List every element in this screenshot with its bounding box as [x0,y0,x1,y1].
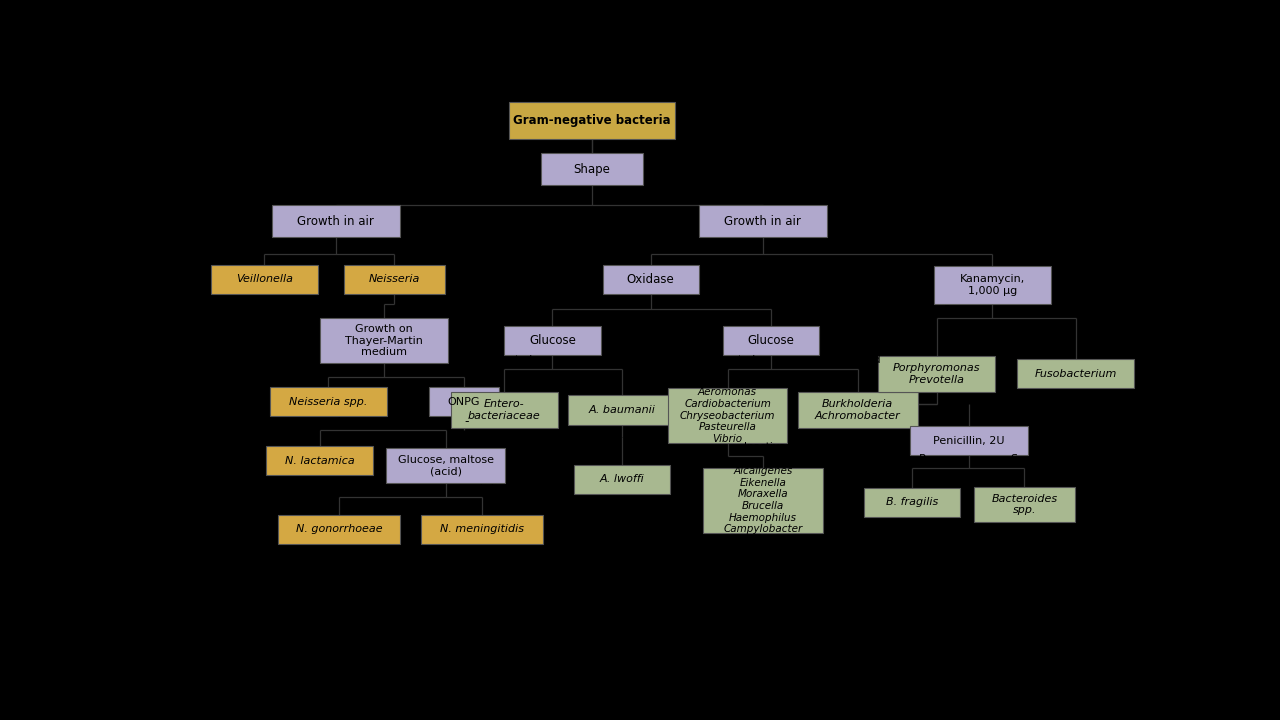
Text: Entero-
bacteriaceae: Entero- bacteriaceae [468,399,540,420]
Text: Oxidized: Oxidized [835,355,881,365]
Text: N. lactamica: N. lactamica [285,456,355,466]
FancyBboxPatch shape [1016,359,1134,389]
Text: B. fragilis: B. fragilis [886,498,938,508]
Text: Fermented: Fermented [699,355,755,365]
FancyBboxPatch shape [723,326,819,355]
Text: Inactive: Inactive [563,440,605,450]
FancyBboxPatch shape [211,265,317,294]
FancyBboxPatch shape [320,318,448,363]
Text: -: - [1020,240,1024,253]
FancyBboxPatch shape [703,467,823,533]
FancyBboxPatch shape [864,487,960,517]
FancyBboxPatch shape [421,515,544,544]
FancyBboxPatch shape [974,487,1075,522]
Text: +,-: +,- [337,483,352,493]
FancyBboxPatch shape [541,153,643,185]
Text: Aeromonas
Cardiobacterium
Chryseobacterium
Pasteurella
Vibrio: Aeromonas Cardiobacterium Chryseobacteri… [680,387,776,444]
Text: Kanamycin,
1,000 μg: Kanamycin, 1,000 μg [960,274,1025,296]
FancyBboxPatch shape [699,205,827,237]
FancyBboxPatch shape [344,265,445,294]
Text: Oxidase: Oxidase [627,273,675,286]
Text: Glucose: Glucose [748,334,795,347]
FancyBboxPatch shape [451,392,558,428]
Text: Neisseria: Neisseria [369,274,420,284]
Text: -: - [465,415,470,428]
FancyBboxPatch shape [933,266,1051,305]
Text: Fusobacterium: Fusobacterium [1034,369,1116,379]
FancyBboxPatch shape [573,465,669,494]
Text: Veillonella: Veillonella [236,274,293,284]
FancyBboxPatch shape [266,446,374,475]
Text: +: + [616,240,626,253]
Text: Glucose, maltose
(acid): Glucose, maltose (acid) [398,455,494,477]
FancyBboxPatch shape [668,388,787,444]
Text: Cocci: Cocci [438,191,468,200]
FancyBboxPatch shape [278,515,401,544]
Text: Inactive: Inactive [744,442,786,451]
Text: S: S [1010,454,1018,464]
Text: Porphyromonas
Prevotella: Porphyromonas Prevotella [893,363,980,384]
Text: Growth in air: Growth in air [297,215,374,228]
FancyBboxPatch shape [271,205,399,237]
Text: Bacteroides
spp.: Bacteroides spp. [991,494,1057,516]
FancyBboxPatch shape [504,326,600,355]
Text: Burkholderia
Achromobacter: Burkholderia Achromobacter [815,399,901,420]
Text: S: S [1061,305,1069,315]
FancyBboxPatch shape [797,392,918,428]
Text: Growth in air: Growth in air [724,215,801,228]
Text: N. meningitidis: N. meningitidis [440,524,524,534]
Text: N. gonorrhoeae: N. gonorrhoeae [296,524,383,534]
Text: Use of dichotomous keys for bacteria: Use of dichotomous keys for bacteria [407,56,873,81]
FancyBboxPatch shape [878,356,996,392]
Text: ONPG: ONPG [448,397,480,407]
FancyBboxPatch shape [509,102,675,138]
Text: R: R [919,454,927,464]
Text: Gram-negative bacteria: Gram-negative bacteria [513,114,671,127]
Text: Neisseria spp.: Neisseria spp. [289,397,367,407]
Text: A. baumanii: A. baumanii [589,405,655,415]
Text: Phenetic  Identification: Phenetic Identification [448,24,832,57]
Text: +,+: +,+ [477,483,498,493]
FancyBboxPatch shape [910,426,1028,455]
FancyBboxPatch shape [387,448,506,483]
FancyBboxPatch shape [270,387,387,416]
Text: Bacilli: Bacilli [682,191,716,200]
Text: Growth on
Thayer-Martin
medium: Growth on Thayer-Martin medium [344,324,422,357]
Text: Alcaligenes
Eikenella
Moraxella
Brucella
Haemophilus
Campylobacter: Alcaligenes Eikenella Moraxella Brucella… [723,467,803,534]
Text: +: + [792,294,804,307]
FancyBboxPatch shape [429,387,498,416]
Text: -: - [300,362,303,375]
Text: +: + [480,362,490,375]
FancyBboxPatch shape [568,395,676,425]
Text: -: - [524,294,529,307]
Text: +: + [411,240,421,253]
Text: Shape: Shape [573,163,611,176]
Text: A. lwoffi: A. lwoffi [599,474,644,485]
FancyBboxPatch shape [603,265,699,294]
Text: R: R [943,305,951,315]
Text: Glucose: Glucose [529,334,576,347]
Text: Fermented: Fermented [476,355,532,365]
Text: -: - [236,240,239,253]
Text: Oxidized: Oxidized [599,355,645,365]
Text: Penicillin, 2U: Penicillin, 2U [933,436,1005,446]
Text: +: + [334,415,344,428]
